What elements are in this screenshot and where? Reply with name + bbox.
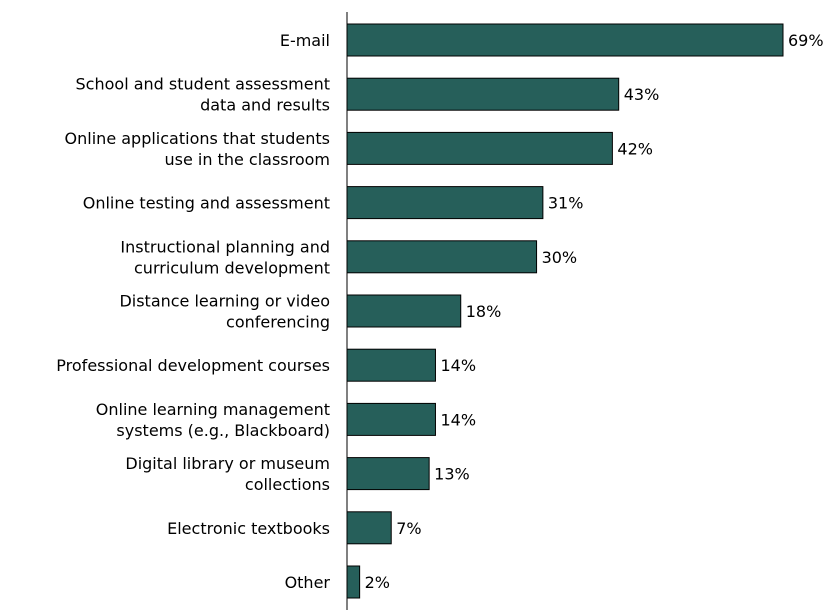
category-label: Online learning management systems (e.g.,… bbox=[96, 400, 330, 440]
bar bbox=[346, 565, 361, 599]
value-label: 31% bbox=[548, 194, 584, 213]
bar bbox=[346, 457, 430, 491]
bars-group bbox=[346, 23, 784, 599]
bar bbox=[346, 294, 462, 328]
category-label-line: systems (e.g., Blackboard) bbox=[116, 421, 330, 440]
value-label: 13% bbox=[434, 465, 470, 484]
category-label: E-mail bbox=[280, 31, 330, 50]
category-label-line: conferencing bbox=[226, 313, 330, 332]
category-label-line: Distance learning or video bbox=[119, 292, 330, 311]
bar bbox=[346, 511, 392, 545]
category-label-line: Digital library or museum bbox=[125, 454, 330, 473]
bar bbox=[346, 348, 436, 382]
bar bbox=[346, 402, 436, 436]
category-label-line: Other bbox=[285, 573, 331, 592]
category-label: Other bbox=[285, 573, 331, 592]
category-label-line: Professional development courses bbox=[56, 356, 330, 375]
value-label: 30% bbox=[542, 248, 578, 267]
category-label: Professional development courses bbox=[56, 356, 330, 375]
bar bbox=[346, 240, 538, 274]
category-label-line: Electronic textbooks bbox=[167, 519, 330, 538]
category-label-line: Online learning management bbox=[96, 400, 330, 419]
bar bbox=[346, 77, 620, 111]
bar bbox=[346, 131, 613, 165]
category-label-line: collections bbox=[245, 475, 330, 494]
value-label: 43% bbox=[624, 85, 660, 104]
value-label: 18% bbox=[466, 302, 502, 321]
value-label: 42% bbox=[617, 139, 653, 158]
value-label: 14% bbox=[440, 410, 476, 429]
category-label: Distance learning or video conferencing bbox=[119, 292, 330, 332]
value-label: 14% bbox=[440, 356, 476, 375]
value-labels-group: 69% 43% 42% 31% 30% 18% 14% 14% 13% 7% 2% bbox=[365, 31, 824, 592]
category-label-line: use in the classroom bbox=[164, 150, 330, 169]
category-label-line: Online testing and assessment bbox=[83, 194, 330, 213]
category-labels-group: E-mail School and student assessment data … bbox=[56, 31, 330, 592]
bar bbox=[346, 186, 544, 220]
category-label: Digital library or museum collections bbox=[125, 454, 330, 494]
bar bbox=[346, 23, 784, 57]
category-label-line: data and results bbox=[200, 96, 330, 115]
value-label: 7% bbox=[396, 519, 421, 538]
category-label-line: Instructional planning and bbox=[120, 237, 330, 256]
category-label: School and student assessment data and re… bbox=[76, 75, 330, 115]
category-label: Instructional planning and curriculum dev… bbox=[120, 237, 330, 277]
value-label: 69% bbox=[788, 31, 824, 50]
value-label: 2% bbox=[365, 573, 390, 592]
category-label-line: curriculum development bbox=[134, 258, 330, 277]
category-label: Online applications that students use in … bbox=[65, 129, 330, 169]
category-label: Online testing and assessment bbox=[83, 194, 330, 213]
category-label-line: School and student assessment bbox=[76, 75, 330, 94]
category-label-line: Online applications that students bbox=[65, 129, 330, 148]
category-label: Electronic textbooks bbox=[167, 519, 330, 538]
category-label-line: E-mail bbox=[280, 31, 330, 50]
